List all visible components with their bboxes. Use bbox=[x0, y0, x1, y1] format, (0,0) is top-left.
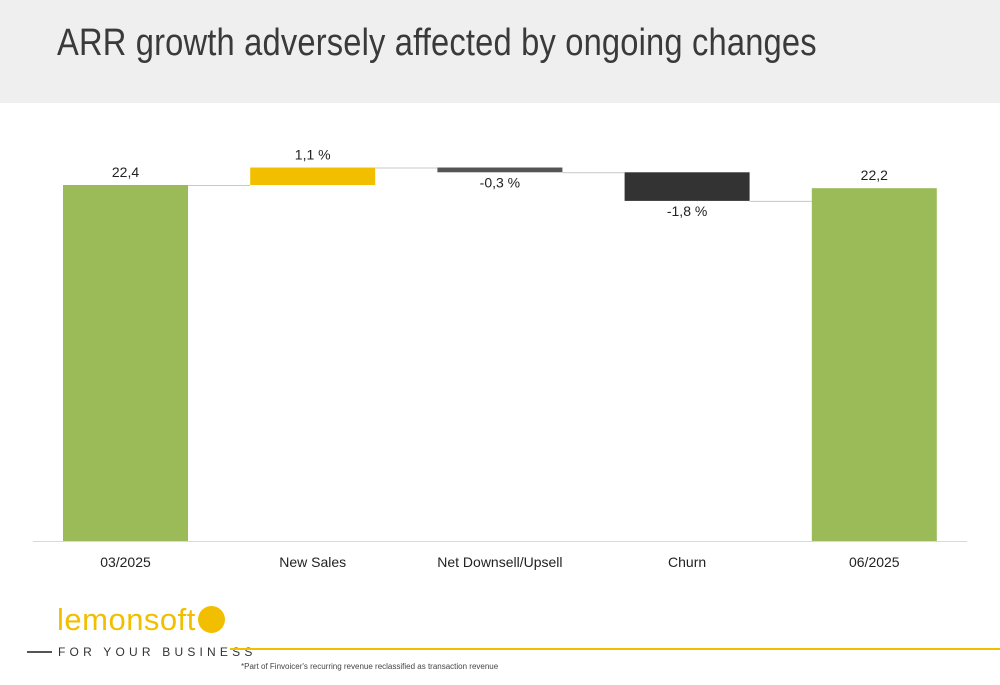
data-label-0: 22,4 bbox=[112, 164, 139, 180]
tagline-rule bbox=[27, 651, 52, 653]
category-label-4: 06/2025 bbox=[849, 554, 900, 570]
data-label-4: 22,2 bbox=[861, 167, 888, 183]
waterfall-chart: 22,4 03/2025 1,1 % New Sales -0,3 % Net Downs… bbox=[33, 147, 967, 570]
logo-wordmark: lemonsoft bbox=[57, 602, 196, 637]
page-title: ARR growth adversely affected by ongoing… bbox=[57, 22, 817, 64]
category-label-2: Net Downsell/Upsell bbox=[437, 554, 562, 570]
data-label-1: 1,1 % bbox=[295, 147, 331, 163]
bar-0 bbox=[63, 185, 188, 541]
footer-divider bbox=[230, 648, 1000, 650]
data-label-3: -1,8 % bbox=[667, 203, 707, 219]
footnote: *Part of Finvoicer's recurring revenue r… bbox=[241, 662, 499, 671]
lemon-dot-icon bbox=[197, 606, 225, 634]
data-label-2: -0,3 % bbox=[480, 174, 520, 190]
category-label-0: 03/2025 bbox=[100, 554, 151, 570]
category-label-3: Churn bbox=[668, 554, 706, 570]
lemonsoft-logo: lemonsoft bbox=[57, 602, 225, 638]
bar-1 bbox=[250, 167, 376, 185]
logo-tagline: FOR YOUR BUSINESS bbox=[58, 645, 257, 659]
bar-4 bbox=[811, 188, 937, 541]
title-band: ARR growth adversely affected by ongoing… bbox=[0, 0, 1000, 103]
bar-2 bbox=[437, 167, 563, 173]
category-label-1: New Sales bbox=[279, 554, 346, 570]
bar-3 bbox=[624, 172, 750, 201]
